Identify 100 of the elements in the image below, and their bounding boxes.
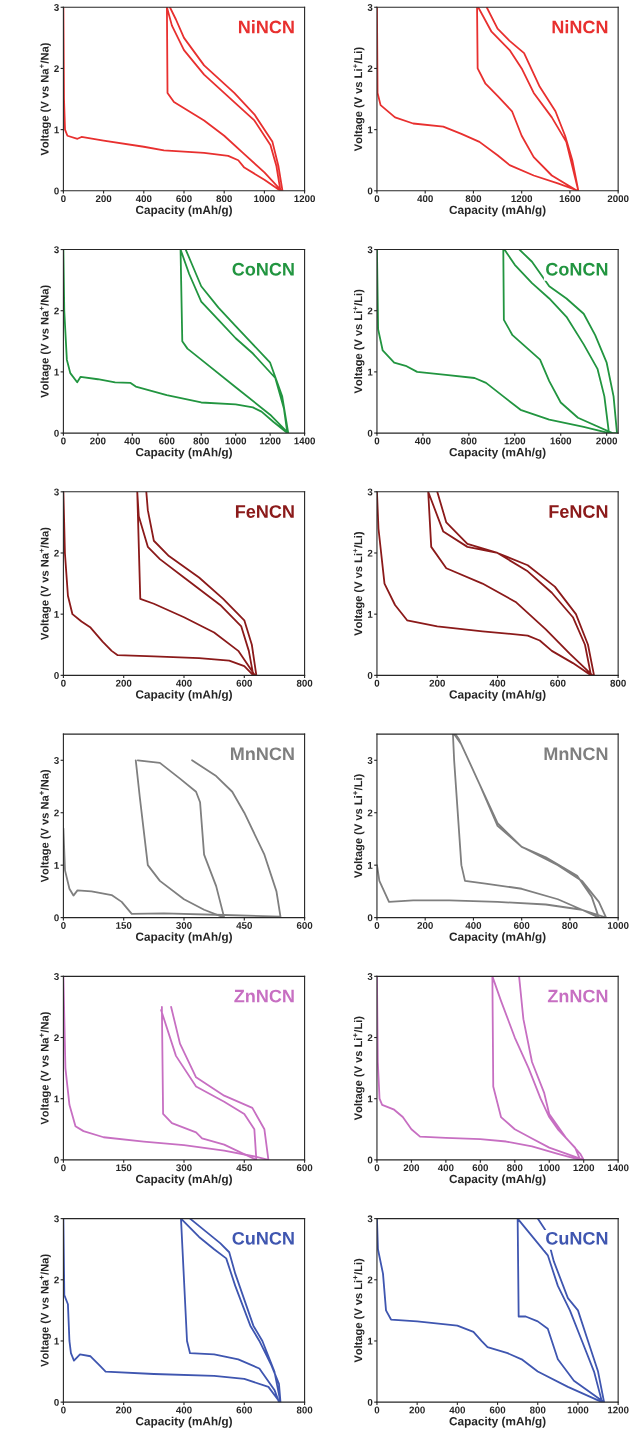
x-tick-label: 450 [236,922,253,929]
text: MnNCN [230,747,294,761]
x-tick-label: 400 [124,437,141,445]
y-tick-label: 2 [367,1276,373,1284]
x-tick-label: 600 [472,1164,489,1172]
text: MnNCN [544,747,608,761]
y-axis-title: Voltage (V vs Li$^{+}$/Li) [353,289,365,394]
x-tick-label: 1200 [504,437,526,445]
x-tick-label: 600 [550,679,566,687]
x-tick-label: 1000 [539,1164,560,1172]
text: FeNCN [549,505,608,518]
x-tick-label: 800 [296,679,313,687]
y-tick-label: 3 [367,246,373,254]
x-axis-title: Capacity (mAh/g) [135,205,232,217]
y-axis-title: Voltage (V vs Li$^{+}$/Li) [353,774,365,878]
x-tick-label: 0 [374,922,380,929]
x-tick-label: 400 [417,195,433,203]
y-tick-label: 2 [367,307,373,315]
y-tick-label: 3 [54,246,59,254]
x-tick-label: 1200 [573,1164,595,1172]
x-tick-label: 0 [61,1406,66,1414]
x-tick-label: 0 [61,437,66,445]
y-tick-label: 0 [367,429,373,437]
y-tick-label: 0 [367,187,373,195]
x-tick-label: 1600 [559,195,581,203]
line-series [376,249,618,434]
y-tick-label: 0 [367,914,373,922]
y-tick-label: 2 [367,549,373,557]
y-axis-title: Voltage (V vs Na$^{+}$/Na) [39,527,51,641]
x-tick-label: 400 [489,679,506,687]
x-tick-label: 600 [489,1406,506,1414]
x-axis-title: Capacity (mAh/g) [135,447,232,459]
x-axis-title: Capacity (mAh/g) [135,1416,232,1428]
x-tick-label: 800 [461,437,477,445]
x-axis-title: Capacity (mAh/g) [449,1174,546,1186]
x-tick-label: 600 [176,195,192,203]
y-tick-label: 0 [54,672,59,679]
y-tick-label: 0 [54,429,59,437]
y-tick-label: 3 [367,1215,373,1223]
text: CoNCN [546,262,608,276]
y-tick-label: 2 [54,1034,59,1042]
y-axis-title: Voltage (V vs Li$^{+}$/Li) [353,532,365,636]
x-tick-label: 200 [429,679,445,687]
x-tick-label: 0 [374,195,380,203]
x-tick-label: 800 [610,679,626,687]
y-tick-label: 0 [367,1398,373,1406]
x-tick-label: 1200 [607,1406,629,1414]
y-tick-label: 1 [54,1095,59,1103]
x-tick-label: 200 [403,1164,420,1172]
x-tick-label: 400 [176,679,192,687]
x-tick-label: 800 [465,195,482,203]
y-axis-title: Voltage (V vs Na$^{+}$/Na) [39,769,51,883]
y-tick-label: 2 [54,809,59,817]
x-tick-label: 800 [193,437,209,445]
y-tick-label: 2 [54,549,59,557]
y-tick-label: 1 [54,862,59,869]
text: NiNCN [552,20,608,34]
y-tick-label: 2 [367,65,373,72]
y-tick-label: 3 [367,488,373,496]
x-tick-label: 200 [115,679,132,687]
y-tick-label: 0 [367,672,373,679]
x-tick-label: 0 [374,437,380,445]
x-tick-label: 1000 [225,437,247,445]
y-tick-label: 0 [54,914,59,922]
y-tick-label: 3 [54,1215,59,1223]
y-tick-label: 1 [54,368,59,376]
x-axis-title: Capacity (mAh/g) [449,1416,546,1428]
x-tick-label: 800 [506,1164,523,1172]
y-tick-label: 3 [367,757,373,764]
x-tick-label: 400 [135,195,152,203]
y-axis-title: Voltage (V vs Na$^{+}$/Na) [39,285,51,398]
x-tick-label: 1000 [607,922,629,929]
y-axis-title: Voltage (V vs Li$^{+}$/Li) [353,1258,365,1363]
y-tick-label: 3 [54,973,59,980]
x-tick-label: 400 [414,437,431,445]
y-tick-label: 2 [54,307,59,315]
y-tick-label: 1 [367,1095,373,1103]
x-axis-title: Capacity (mAh/g) [449,689,546,702]
x-tick-label: 0 [374,679,380,687]
y-tick-label: 1 [367,610,373,618]
x-axis-title: Capacity (mAh/g) [449,205,546,217]
x-tick-label: 600 [296,1164,313,1172]
x-tick-label: 450 [236,1164,253,1172]
y-tick-label: 3 [54,4,59,11]
y-axis-title: Voltage (V vs Li$^{+}$/Li) [353,1016,365,1121]
x-tick-label: 1200 [294,195,316,203]
text: FeNCN [235,505,294,518]
x-tick-label: 200 [90,437,106,445]
text: ZnNCN [234,989,294,1003]
x-tick-label: 0 [374,1164,380,1172]
y-tick-label: 0 [54,1156,59,1164]
x-tick-label: 0 [61,679,66,687]
x-tick-label: 600 [236,679,253,687]
x-tick-label: 150 [116,1164,132,1172]
x-tick-label: 600 [236,1406,253,1414]
y-tick-label: 0 [54,187,59,195]
x-tick-label: 800 [296,1406,313,1414]
x-axis-title: Capacity (mAh/g) [135,1174,232,1186]
x-tick-label: 600 [296,922,313,929]
y-tick-label: 2 [367,1034,373,1042]
